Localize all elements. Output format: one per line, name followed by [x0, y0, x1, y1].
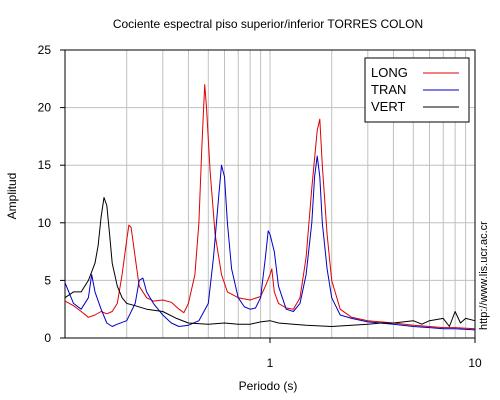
- chart-title: Cociente espectral piso superior/inferio…: [113, 17, 423, 31]
- legend-label-tran: TRAN: [371, 82, 406, 97]
- y-tick-label: 10: [38, 216, 52, 230]
- y-tick-label: 0: [44, 331, 51, 345]
- x-axis-label: Periodo (s): [239, 379, 298, 393]
- y-tick-label: 5: [44, 273, 51, 287]
- legend-label-vert: VERT: [371, 99, 405, 114]
- y-tick-label: 25: [38, 43, 52, 57]
- series-vert-line: [64, 197, 476, 327]
- axis-ticks: 0 5 10 15 20 25 1 10: [38, 43, 482, 370]
- x-tick-label: 10: [468, 356, 482, 370]
- y-axis-label: Amplitud: [5, 173, 19, 220]
- series-lines: [64, 84, 476, 331]
- legend: LONG TRAN VERT: [364, 57, 470, 123]
- series-long-line: [64, 84, 476, 330]
- x-tick-label: 1: [267, 356, 274, 370]
- source-url: http://www.lis.ucr.ac.cr: [478, 221, 490, 330]
- legend-label-long: LONG: [371, 65, 408, 80]
- y-tick-label: 15: [38, 158, 52, 172]
- series-tran-line: [64, 155, 476, 331]
- y-tick-label: 20: [38, 101, 52, 115]
